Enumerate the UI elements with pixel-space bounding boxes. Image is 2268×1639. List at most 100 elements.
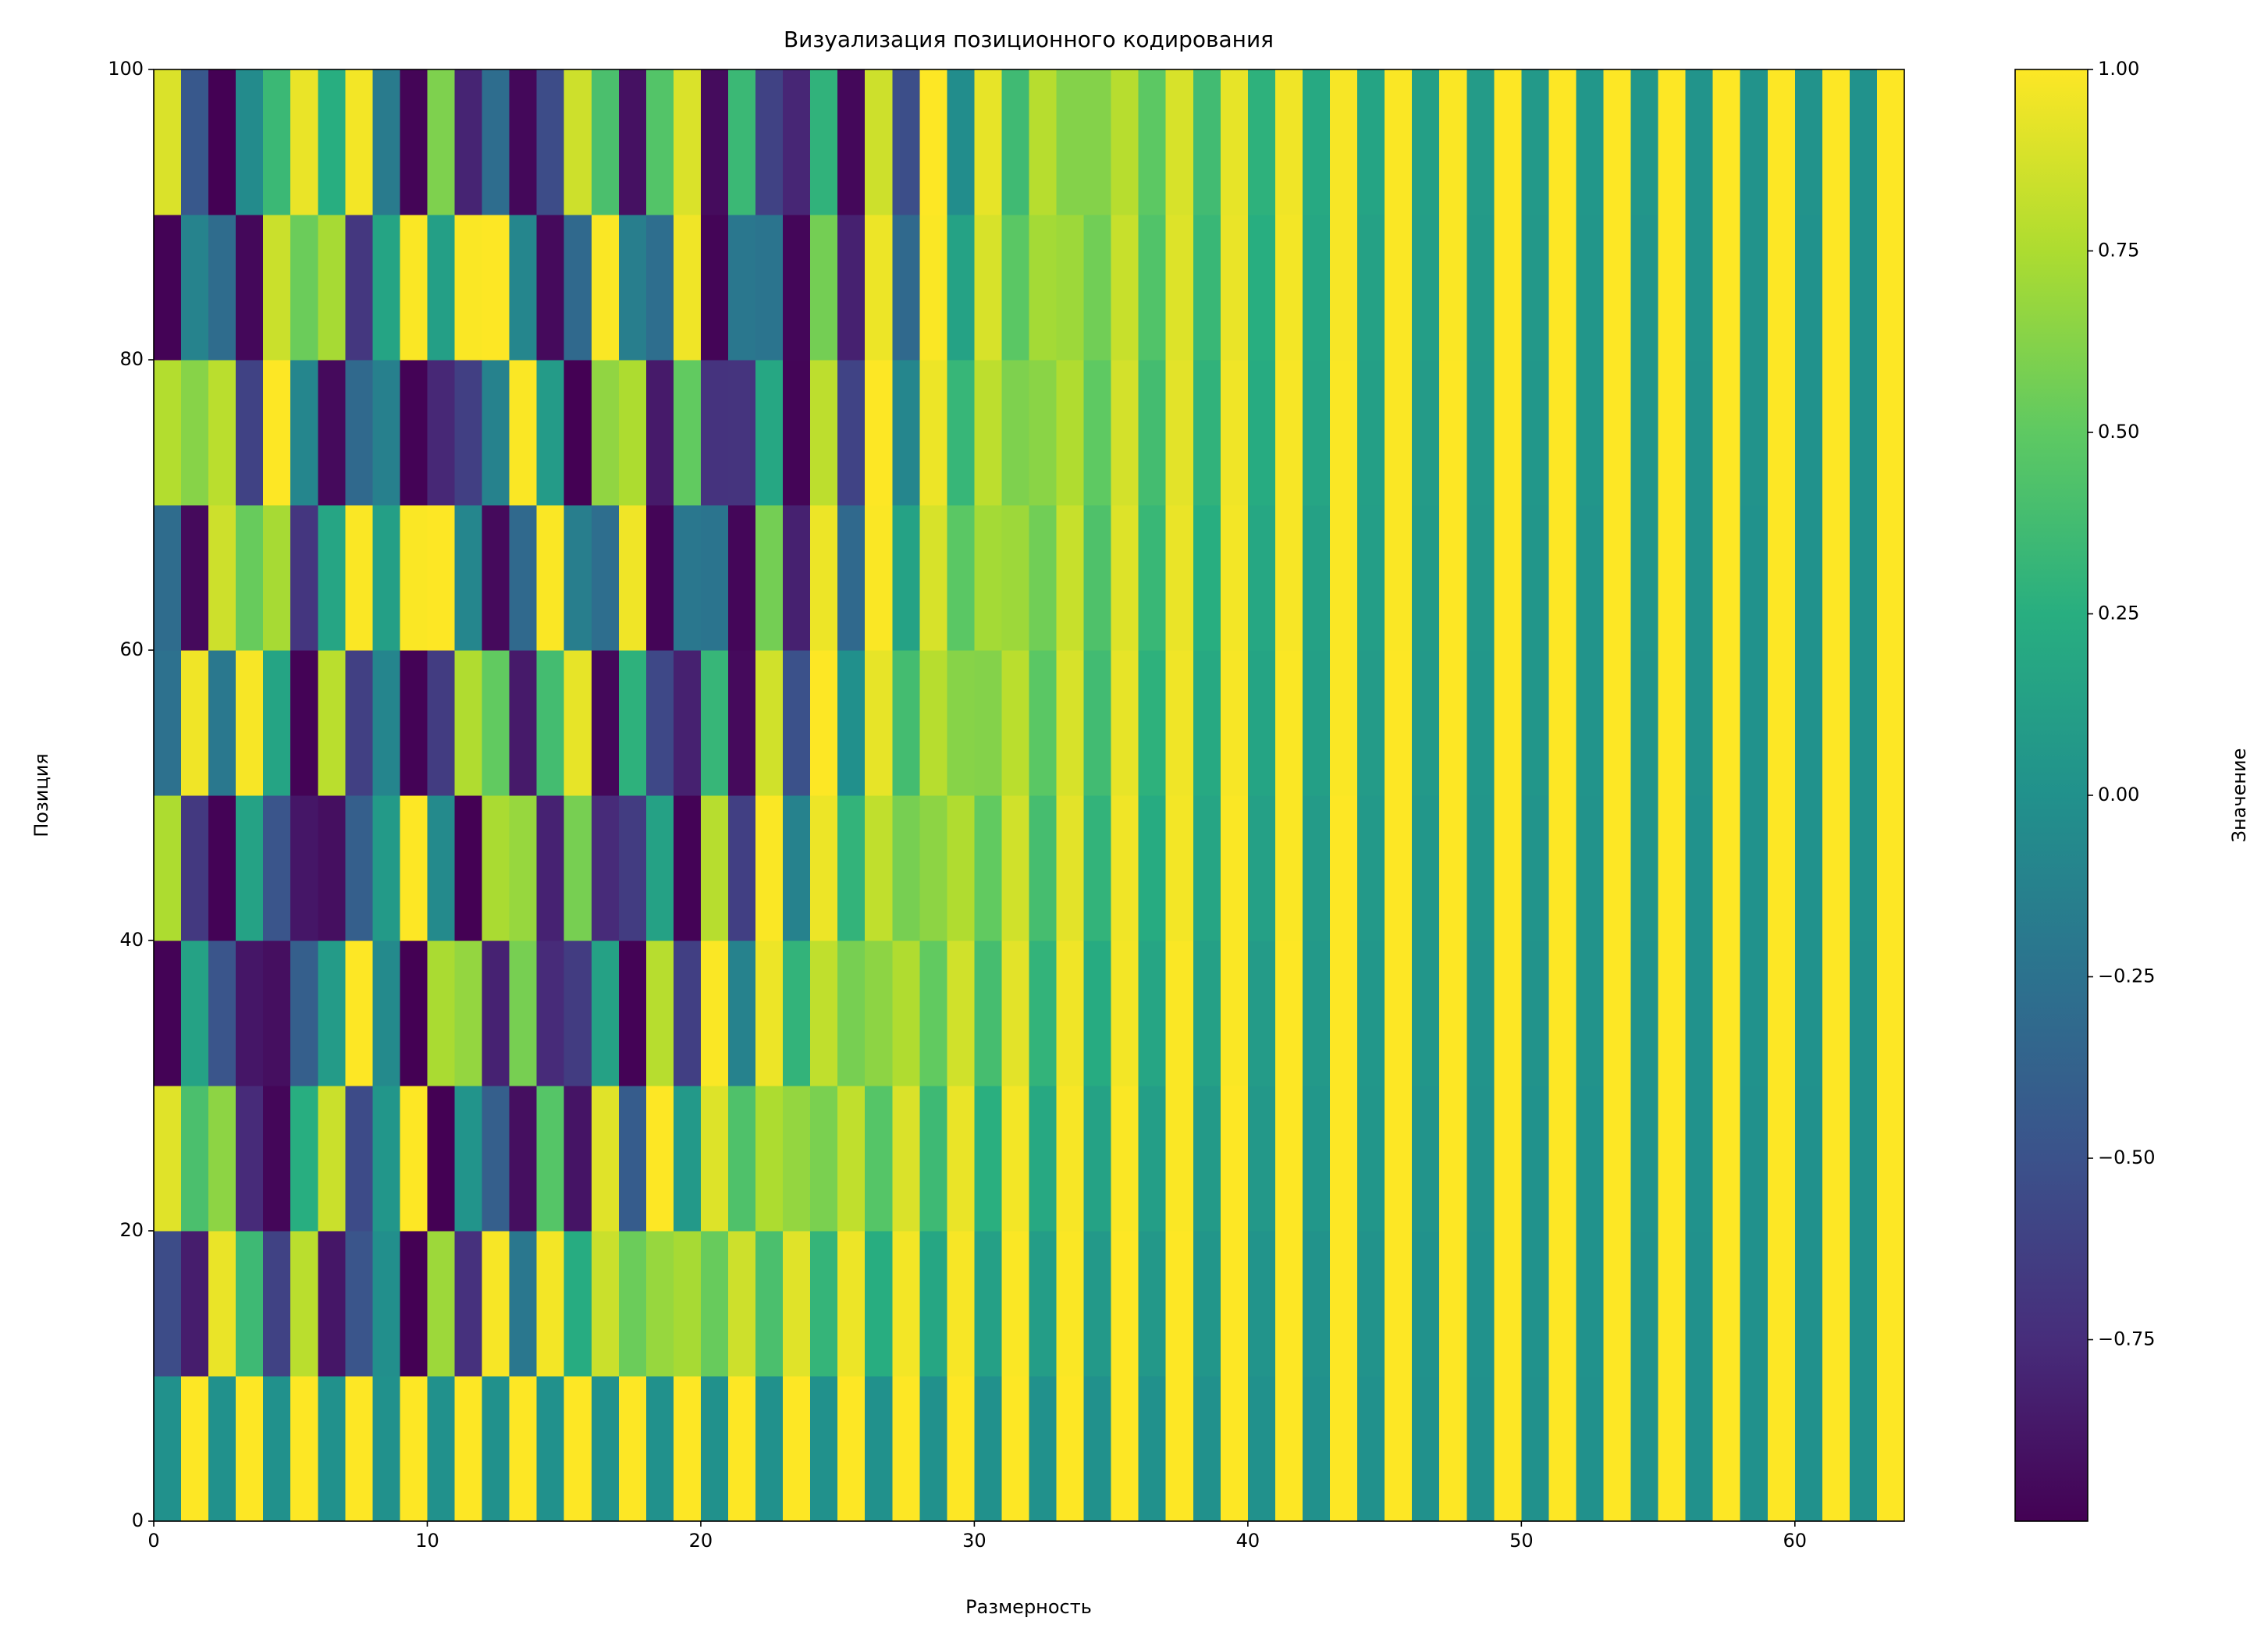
heatmap-cell [783, 1086, 811, 1232]
heatmap-cell [1685, 1376, 1714, 1522]
heatmap-cell [400, 1376, 428, 1522]
heatmap-cell [673, 360, 702, 506]
colorbar-tick-label: 0.50 [2098, 421, 2139, 443]
heatmap-cell [1274, 215, 1303, 361]
y-axis-label: Позиция [30, 753, 52, 837]
heatmap-cell [727, 69, 756, 215]
heatmap-cell [1740, 215, 1769, 361]
heatmap-cell [1412, 69, 1440, 215]
heatmap-cell [509, 215, 538, 361]
heatmap-cell [1767, 940, 1796, 1086]
heatmap-cell [1330, 650, 1358, 796]
heatmap-cell [1439, 1231, 1467, 1377]
heatmap-cell [1412, 940, 1440, 1086]
heatmap-cell [1576, 1086, 1605, 1232]
heatmap-cell [1576, 795, 1605, 941]
heatmap-cell [1521, 215, 1549, 361]
heatmap-cell [1685, 215, 1714, 361]
heatmap-cell [1302, 650, 1331, 796]
heatmap-cell [563, 69, 592, 215]
heatmap-cells [154, 69, 1905, 1522]
heatmap-cell [673, 650, 702, 796]
heatmap-cell [1740, 795, 1769, 941]
heatmap-cell [865, 650, 893, 796]
heatmap-cell [290, 1231, 318, 1377]
heatmap-cell [536, 795, 565, 941]
heatmap-cell [1357, 1086, 1385, 1232]
heatmap-cell [700, 1376, 729, 1522]
heatmap-cell [1220, 650, 1249, 796]
heatmap-cell [1658, 69, 1687, 215]
heatmap-cell [1794, 1086, 1823, 1232]
x-axis-label: Размерность [965, 1596, 1092, 1618]
heatmap-cell [290, 69, 318, 215]
heatmap-cell [755, 360, 784, 506]
heatmap-cell [1685, 795, 1714, 941]
heatmap-cell [947, 795, 976, 941]
heatmap-cell [1685, 505, 1714, 651]
heatmap-cell [509, 795, 538, 941]
heatmap-cell [618, 940, 647, 1086]
heatmap-cell [1357, 360, 1385, 506]
heatmap-cell [236, 360, 264, 506]
heatmap-cell [892, 1376, 920, 1522]
heatmap-cell [618, 650, 647, 796]
colorbar-tick-label: −0.50 [2098, 1147, 2156, 1168]
heatmap-cell [1603, 1086, 1632, 1232]
heatmap-cell [1193, 1231, 1221, 1377]
colorbar-tick-label: 1.00 [2098, 58, 2139, 80]
heatmap-cell [1521, 1086, 1549, 1232]
heatmap-cell [1603, 69, 1632, 215]
heatmap-cell [1247, 360, 1276, 506]
heatmap-cell [400, 360, 428, 506]
heatmap-cell [1466, 795, 1495, 941]
heatmap-cell [208, 1376, 236, 1522]
heatmap-cell [208, 505, 236, 651]
heatmap-cell [372, 215, 401, 361]
heatmap-cell [1330, 215, 1358, 361]
heatmap-cell [1630, 940, 1659, 1086]
heatmap-cell [1165, 1376, 1194, 1522]
heatmap-cell [1576, 1231, 1605, 1377]
heatmap-cell [236, 795, 264, 941]
heatmap-cell [1466, 650, 1495, 796]
heatmap-cell [482, 360, 510, 506]
heatmap-cell [1193, 795, 1221, 941]
heatmap-cell [783, 795, 811, 941]
y-tick-label: 20 [119, 1219, 144, 1241]
heatmap-cell [1548, 1376, 1577, 1522]
heatmap-cell [1001, 1086, 1030, 1232]
x-tick-label: 60 [1783, 1530, 1808, 1552]
heatmap-cell [919, 940, 947, 1086]
heatmap-cell [1576, 650, 1605, 796]
heatmap-cell [947, 215, 976, 361]
heatmap-cell [372, 1086, 401, 1232]
heatmap-cell [1630, 1231, 1659, 1377]
heatmap-cell [1712, 505, 1741, 651]
heatmap-cell [1001, 215, 1030, 361]
heatmap-cell [1603, 940, 1632, 1086]
heatmap-cell [536, 69, 565, 215]
heatmap-cell [1412, 360, 1440, 506]
heatmap-cell [1138, 940, 1167, 1086]
heatmap-cell [783, 1231, 811, 1377]
heatmap-cell [591, 1231, 620, 1377]
heatmap-cell [1001, 1231, 1030, 1377]
heatmap-cell [1330, 795, 1358, 941]
heatmap-cell [727, 940, 756, 1086]
heatmap-cell [645, 650, 674, 796]
heatmap-cell [1330, 1086, 1358, 1232]
heatmap-cell [783, 215, 811, 361]
heatmap-cell [700, 795, 729, 941]
heatmap-cell [1385, 1086, 1413, 1232]
heatmap-cell [181, 505, 209, 651]
heatmap-cell [1685, 940, 1714, 1086]
heatmap-cell [974, 1376, 1003, 1522]
heatmap-cell [1548, 650, 1577, 796]
heatmap-cell [290, 505, 318, 651]
heatmap-cell [1220, 69, 1249, 215]
heatmap-cell [1165, 360, 1194, 506]
plot-frame [153, 69, 1905, 1522]
heatmap-cell [1412, 215, 1440, 361]
heatmap-cell [345, 69, 373, 215]
